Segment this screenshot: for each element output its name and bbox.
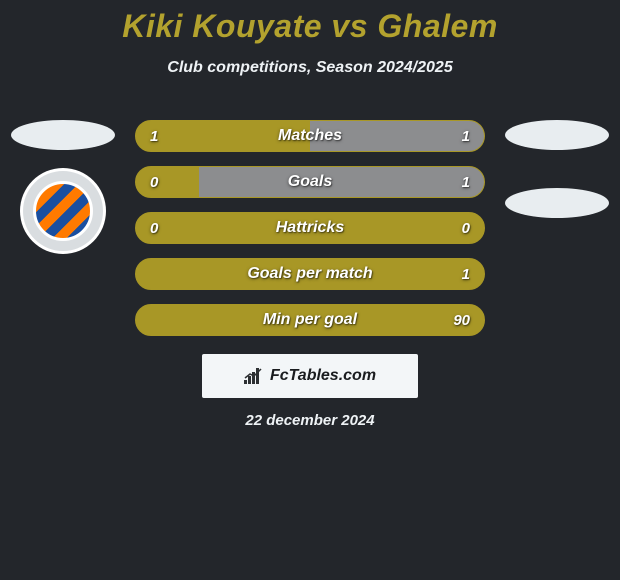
bar-value-right: 0 <box>462 220 470 237</box>
stat-bars: 1 Matches 1 0 Goals 1 0 Hattricks 0 <box>135 120 485 336</box>
bar-label: Matches <box>136 127 484 145</box>
footer-brand-text: FcTables.com <box>270 367 376 385</box>
bar-label: Min per goal <box>136 311 484 329</box>
bar-label: Goals <box>136 173 484 191</box>
subtitle: Club competitions, Season 2024/2025 <box>0 59 620 77</box>
footer-brand-box: FcTables.com <box>202 354 418 398</box>
page-title: Kiki Kouyate vs Ghalem <box>0 0 620 45</box>
bar-label: Goals per match <box>136 265 484 283</box>
bar-value-right: 1 <box>462 266 470 283</box>
stat-bar-goals: 0 Goals 1 <box>135 166 485 198</box>
stat-bar-goals-per-match: Goals per match 1 <box>135 258 485 290</box>
stats-area: 1 Matches 1 0 Goals 1 0 Hattricks 0 <box>0 120 620 429</box>
footer-date: 22 december 2024 <box>0 412 620 429</box>
left-player-badges <box>8 120 118 254</box>
bar-value-right: 1 <box>462 128 470 145</box>
stat-bar-hattricks: 0 Hattricks 0 <box>135 212 485 244</box>
right-player-badges <box>502 120 612 218</box>
bar-label: Hattricks <box>136 219 484 237</box>
player-badge-ellipse <box>11 120 115 150</box>
player-badge-ellipse <box>505 120 609 150</box>
club-badge-ellipse <box>505 188 609 218</box>
bar-value-right: 90 <box>453 312 470 329</box>
chart-icon <box>244 368 264 384</box>
stat-bar-matches: 1 Matches 1 <box>135 120 485 152</box>
bar-value-right: 1 <box>462 174 470 191</box>
club-logo-ring <box>23 171 103 251</box>
stat-bar-min-per-goal: Min per goal 90 <box>135 304 485 336</box>
infographic-root: Kiki Kouyate vs Ghalem Club competitions… <box>0 0 620 580</box>
club-logo-montpellier <box>20 168 106 254</box>
